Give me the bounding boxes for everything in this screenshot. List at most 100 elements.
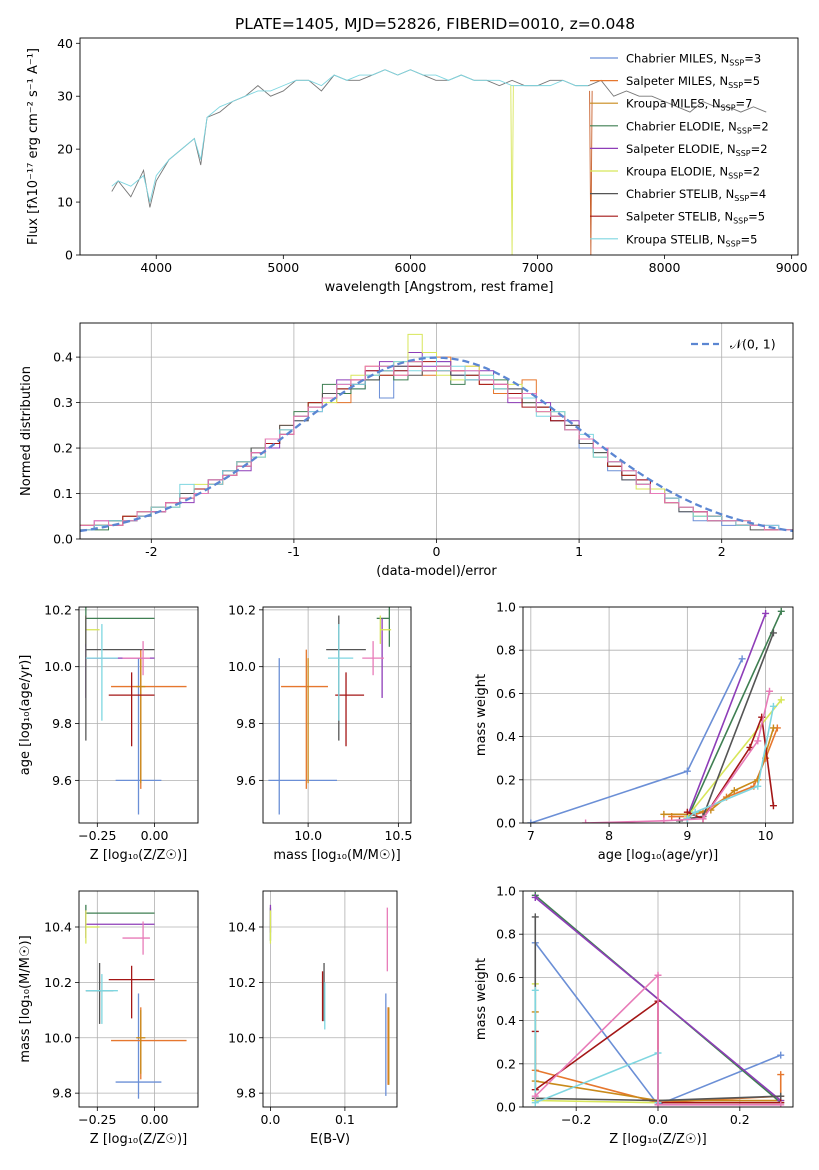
plot-area bbox=[85, 904, 187, 1099]
hist-legend: 𝒩(0, 1) bbox=[691, 337, 776, 352]
plus-marker bbox=[531, 986, 539, 994]
plot-area bbox=[531, 891, 785, 1107]
legend-label: 𝒩(0, 1) bbox=[730, 337, 776, 352]
plus-marker bbox=[762, 609, 770, 617]
panel-weight_vs_Z: −0.2 0.0 0.2 0.0 0.2 0.4 0.6 0.8 1.0 Z [log₁₀(Z/Z… bbox=[474, 884, 794, 1147]
x-tick-label: 9000 bbox=[776, 260, 808, 275]
plus-marker bbox=[683, 808, 691, 816]
weight-series bbox=[683, 702, 777, 823]
y-tick-label: 1.0 bbox=[496, 600, 516, 615]
weight-series bbox=[527, 655, 746, 823]
y-tick-label: 30 bbox=[57, 89, 73, 104]
x-tick-label: −0.25 bbox=[78, 828, 116, 843]
plus-marker bbox=[769, 702, 777, 710]
x-tick-label: 6000 bbox=[395, 260, 427, 275]
legend-label: Kroupa MILES, NSSP=7 bbox=[626, 97, 752, 113]
y-axis-label: mass weight bbox=[474, 674, 489, 756]
panel-residual_hist: -2 -1 0 1 2 0.0 0.1 0.2 0.3 0.4 (data-model)/error… bbox=[19, 322, 794, 579]
y-tick-label: 10.2 bbox=[44, 975, 72, 990]
plus-marker bbox=[769, 629, 777, 637]
legend-label: Chabrier MILES, NSSP=3 bbox=[626, 52, 761, 68]
x-tick-label: −0.2 bbox=[561, 1112, 591, 1127]
plus-marker bbox=[738, 655, 746, 663]
y-tick-label: 0.0 bbox=[496, 1100, 516, 1115]
legend-label: Chabrier ELODIE, NSSP=2 bbox=[626, 119, 769, 135]
y-axis-label: mass [log₁₀(M/M☉)] bbox=[18, 935, 33, 1062]
y-tick-label: 0.4 bbox=[496, 729, 516, 744]
weight-line bbox=[535, 1069, 782, 1104]
y-tick-label: 0.2 bbox=[496, 1056, 516, 1071]
plot-area bbox=[80, 333, 793, 539]
plus-marker bbox=[654, 1101, 662, 1107]
y-tick-label: 10 bbox=[57, 195, 73, 210]
x-tick-label: -2 bbox=[145, 544, 157, 559]
x-tick-label: 5000 bbox=[267, 260, 299, 275]
y-tick-label: 0.4 bbox=[53, 350, 73, 365]
legend-label: Kroupa ELODIE, NSSP=2 bbox=[626, 165, 760, 181]
weight-line bbox=[534, 973, 781, 1106]
y-tick-label: 0.0 bbox=[496, 816, 516, 831]
x-tick-label: 0.0 bbox=[648, 1112, 668, 1127]
errorbar-point bbox=[85, 624, 118, 721]
gaussian-curve bbox=[80, 356, 793, 533]
errorbar-point bbox=[111, 649, 187, 789]
plus-marker bbox=[754, 782, 762, 790]
errorbar-point bbox=[362, 641, 384, 676]
plus-marker bbox=[660, 810, 668, 818]
y-tick-label: 9.8 bbox=[236, 1086, 256, 1101]
y-axis-label: Normed distribution bbox=[19, 366, 34, 496]
errorbar-point bbox=[268, 658, 337, 815]
x-axis-label: (data-model)/error bbox=[376, 564, 497, 579]
y-axis-label: age [log₁₀(age/yr)] bbox=[18, 655, 33, 776]
hist-step-series bbox=[80, 361, 793, 539]
x-axis-label: Z [log₁₀(Z/Z☉)] bbox=[609, 1132, 706, 1147]
y-tick-label: 10.0 bbox=[228, 659, 256, 674]
y-tick-label: 0.8 bbox=[496, 927, 516, 942]
errorbar-point bbox=[85, 615, 155, 741]
plot-area bbox=[268, 607, 392, 815]
plus-marker bbox=[683, 767, 691, 775]
y-tick-label: 10.4 bbox=[228, 920, 256, 935]
y-tick-label: 10.2 bbox=[228, 975, 256, 990]
errorbar-point bbox=[108, 965, 155, 1019]
y-tick-label: 0.3 bbox=[53, 395, 73, 410]
plus-marker bbox=[777, 1051, 785, 1059]
y-tick-label: 9.6 bbox=[52, 773, 72, 788]
weight-series bbox=[531, 980, 662, 1107]
weight-series bbox=[531, 971, 785, 1107]
panel-age_vs_Z: −0.25 0.00 9.6 9.8 10.0 10.2 Z [log₁₀(Z/Z☉)] ag… bbox=[18, 602, 199, 863]
x-tick-label: 2 bbox=[718, 544, 726, 559]
errorbar-point bbox=[379, 615, 392, 644]
plus-marker bbox=[730, 787, 738, 795]
plus-marker bbox=[527, 819, 535, 823]
x-tick-label: 10.5 bbox=[384, 828, 412, 843]
plus-marker bbox=[777, 1071, 785, 1079]
x-tick-label: -1 bbox=[288, 544, 300, 559]
plus-marker bbox=[777, 1101, 785, 1107]
y-tick-label: 0.1 bbox=[53, 486, 73, 501]
plus-marker bbox=[769, 724, 777, 732]
x-tick-label: 8000 bbox=[649, 260, 681, 275]
errorbar-point bbox=[376, 607, 390, 647]
plot-frame bbox=[79, 37, 799, 256]
plot-frame bbox=[262, 606, 412, 824]
y-tick-label: 10.0 bbox=[44, 1030, 72, 1045]
errorbar-point bbox=[136, 1010, 146, 1074]
x-tick-label: 8 bbox=[605, 828, 613, 843]
x-tick-label: 9 bbox=[683, 828, 691, 843]
y-tick-label: 0.6 bbox=[496, 686, 516, 701]
weight-line bbox=[686, 610, 782, 820]
x-axis-label: age [log₁₀(age/yr)] bbox=[598, 848, 719, 863]
plot-frame bbox=[78, 606, 199, 824]
x-tick-label: 7 bbox=[527, 828, 535, 843]
y-tick-label: 40 bbox=[57, 36, 73, 51]
weight-line bbox=[686, 706, 775, 820]
plus-marker bbox=[660, 817, 668, 823]
y-tick-label: 9.8 bbox=[52, 1086, 72, 1101]
plus-marker bbox=[531, 1099, 539, 1107]
x-tick-label: 10.0 bbox=[294, 828, 322, 843]
y-tick-label: 0.6 bbox=[496, 970, 516, 985]
errorbar-point bbox=[108, 672, 155, 747]
y-tick-label: 0 bbox=[65, 248, 73, 263]
errorbar-point bbox=[111, 1007, 187, 1080]
